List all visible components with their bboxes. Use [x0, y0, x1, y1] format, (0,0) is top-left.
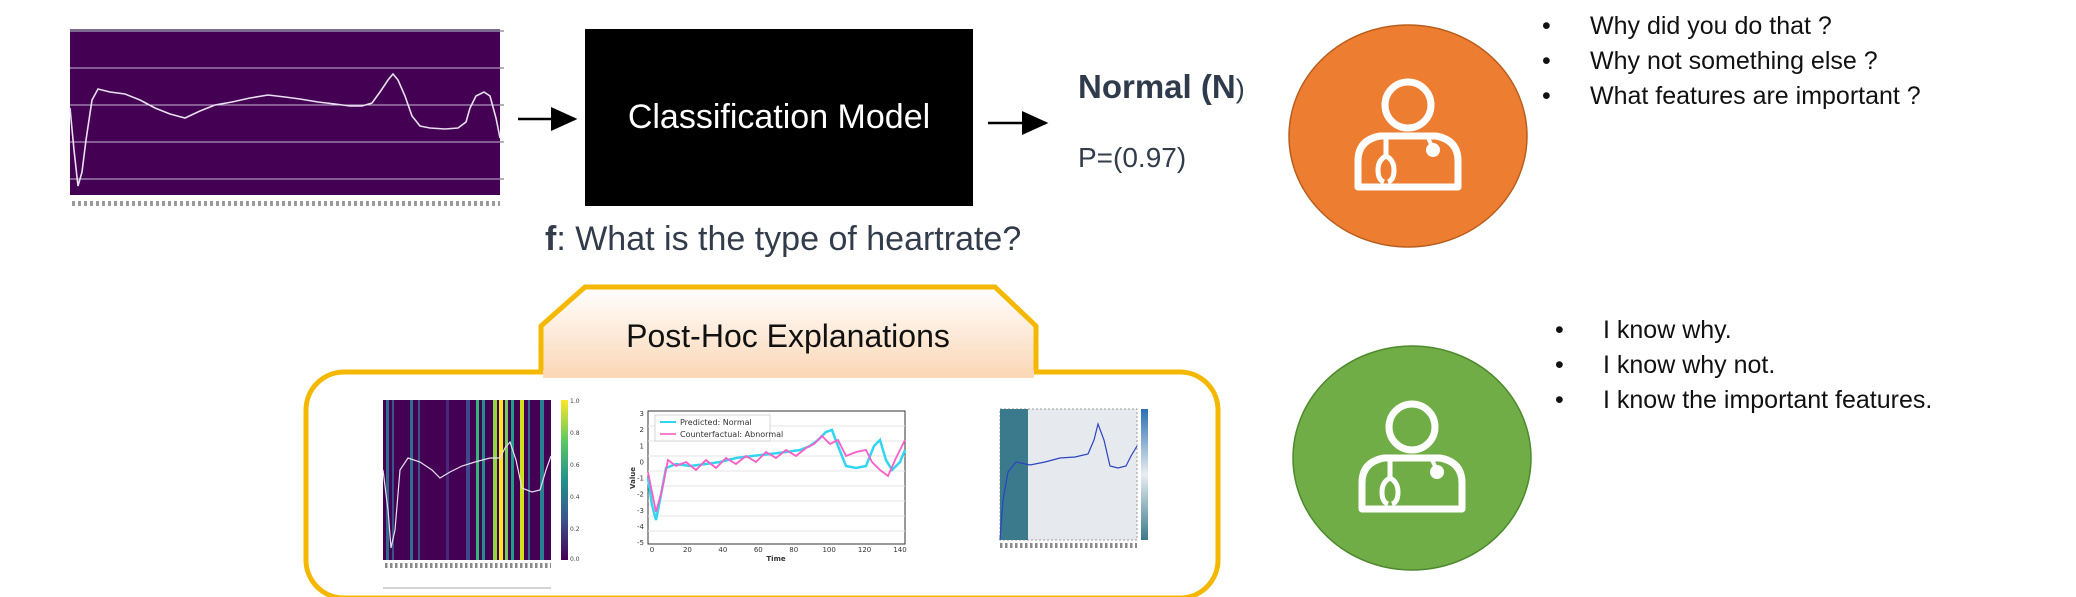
list-item: • Why did you do that ?	[1542, 9, 2022, 44]
y-tick-label: -4	[637, 523, 645, 531]
x-tick-label: 60	[754, 546, 763, 554]
svg-text:1.0: 1.0	[570, 398, 580, 405]
list-item: • Why not something else ?	[1542, 44, 2022, 79]
task-question: f: What is the type of heartrate?	[545, 220, 1021, 259]
bullet-icon: •	[1542, 12, 1551, 40]
x-tick-label: 140	[893, 546, 906, 554]
saliency-heatmap-plot: 1.0 0.8 0.6 0.4 0.2 0.0	[382, 398, 580, 589]
question-item: Why did you do that ?	[1590, 12, 1832, 40]
bullet-icon: •	[1555, 316, 1564, 344]
input-ecg-plot	[69, 29, 504, 206]
svg-text:0.6: 0.6	[570, 462, 580, 469]
counterfactual-plot: Predicted: Normal Counterfactual: Abnorm…	[629, 410, 907, 563]
x-tick-label: 120	[858, 546, 871, 554]
list-item: • What features are important ?	[1542, 79, 2022, 114]
question-item: What features are important ?	[1590, 82, 1921, 110]
bullet-icon: •	[1542, 82, 1551, 110]
bullet-icon: •	[1542, 47, 1551, 75]
post-hoc-explanations-title: Post-Hoc Explanations	[626, 317, 950, 354]
list-item: • I know why.	[1555, 313, 2055, 348]
counterfactual-x-ticks: 0 20 40 60 80 100 120 140	[650, 546, 907, 554]
x-tick-label: 100	[822, 546, 835, 554]
prediction-class: Normal (N)	[1078, 68, 1245, 106]
statement-item: I know why.	[1603, 316, 1732, 344]
svg-text:0.0: 0.0	[570, 556, 580, 563]
counterfactual-legend: Predicted: Normal Counterfactual: Abnorm…	[654, 414, 783, 442]
legend-counterfactual: Counterfactual: Abnormal	[680, 430, 783, 439]
stethoscope-icon	[1375, 137, 1440, 185]
y-tick-label: -3	[637, 507, 644, 515]
x-tick-label: 20	[683, 546, 692, 554]
prediction-class-name: Normal (N	[1078, 68, 1236, 105]
legend-predicted: Predicted: Normal	[680, 418, 752, 427]
svg-text:0.2: 0.2	[570, 526, 580, 533]
classification-model-box: Classification Model	[585, 29, 973, 206]
statement-item: I know the important features.	[1603, 386, 1933, 414]
prediction-probability: P=(0.97)	[1078, 142, 1187, 173]
x-tick-label: 0	[650, 546, 654, 554]
stethoscope-icon	[1379, 459, 1444, 507]
counterfactual-x-label: Time	[766, 555, 785, 563]
feature-attribution-plot	[999, 408, 1148, 548]
bullet-icon: •	[1555, 386, 1564, 414]
question-prefix: f	[545, 220, 557, 258]
x-tick-label: 80	[789, 546, 798, 554]
doctor-icon	[1358, 400, 1466, 513]
y-tick-label: 2	[640, 426, 644, 434]
y-tick-label: 3	[640, 410, 644, 418]
y-tick-label: -5	[637, 539, 644, 547]
list-item: • I know why not.	[1555, 348, 2055, 383]
y-tick-label: 1	[640, 442, 644, 450]
list-item: • I know the important features.	[1555, 383, 2055, 418]
doctor-icon	[1354, 78, 1462, 191]
bullet-icon: •	[1555, 351, 1564, 379]
doctor-statements-list: • I know why. • I know why not. • I know…	[1555, 313, 2055, 418]
counterfactual-y-ticks: 3 2 1 0 -1 -2 -3 -4 -5	[637, 410, 645, 547]
doctor-questions-list: • Why did you do that ? • Why not someth…	[1542, 9, 2022, 114]
y-tick-label: 0	[640, 458, 644, 466]
classification-model-label: Classification Model	[627, 98, 931, 136]
counterfactual-y-label: Value	[629, 467, 637, 489]
svg-text:0.4: 0.4	[570, 494, 580, 501]
question-text: : What is the type of heartrate?	[556, 220, 1022, 258]
statement-item: I know why not.	[1603, 351, 1776, 379]
y-tick-label: -1	[637, 475, 644, 483]
x-tick-label: 40	[718, 546, 727, 554]
svg-text:0.8: 0.8	[570, 430, 580, 437]
y-tick-label: -2	[637, 491, 644, 499]
question-item: Why not something else ?	[1590, 47, 1878, 75]
prediction-class-close: )	[1235, 74, 1245, 104]
